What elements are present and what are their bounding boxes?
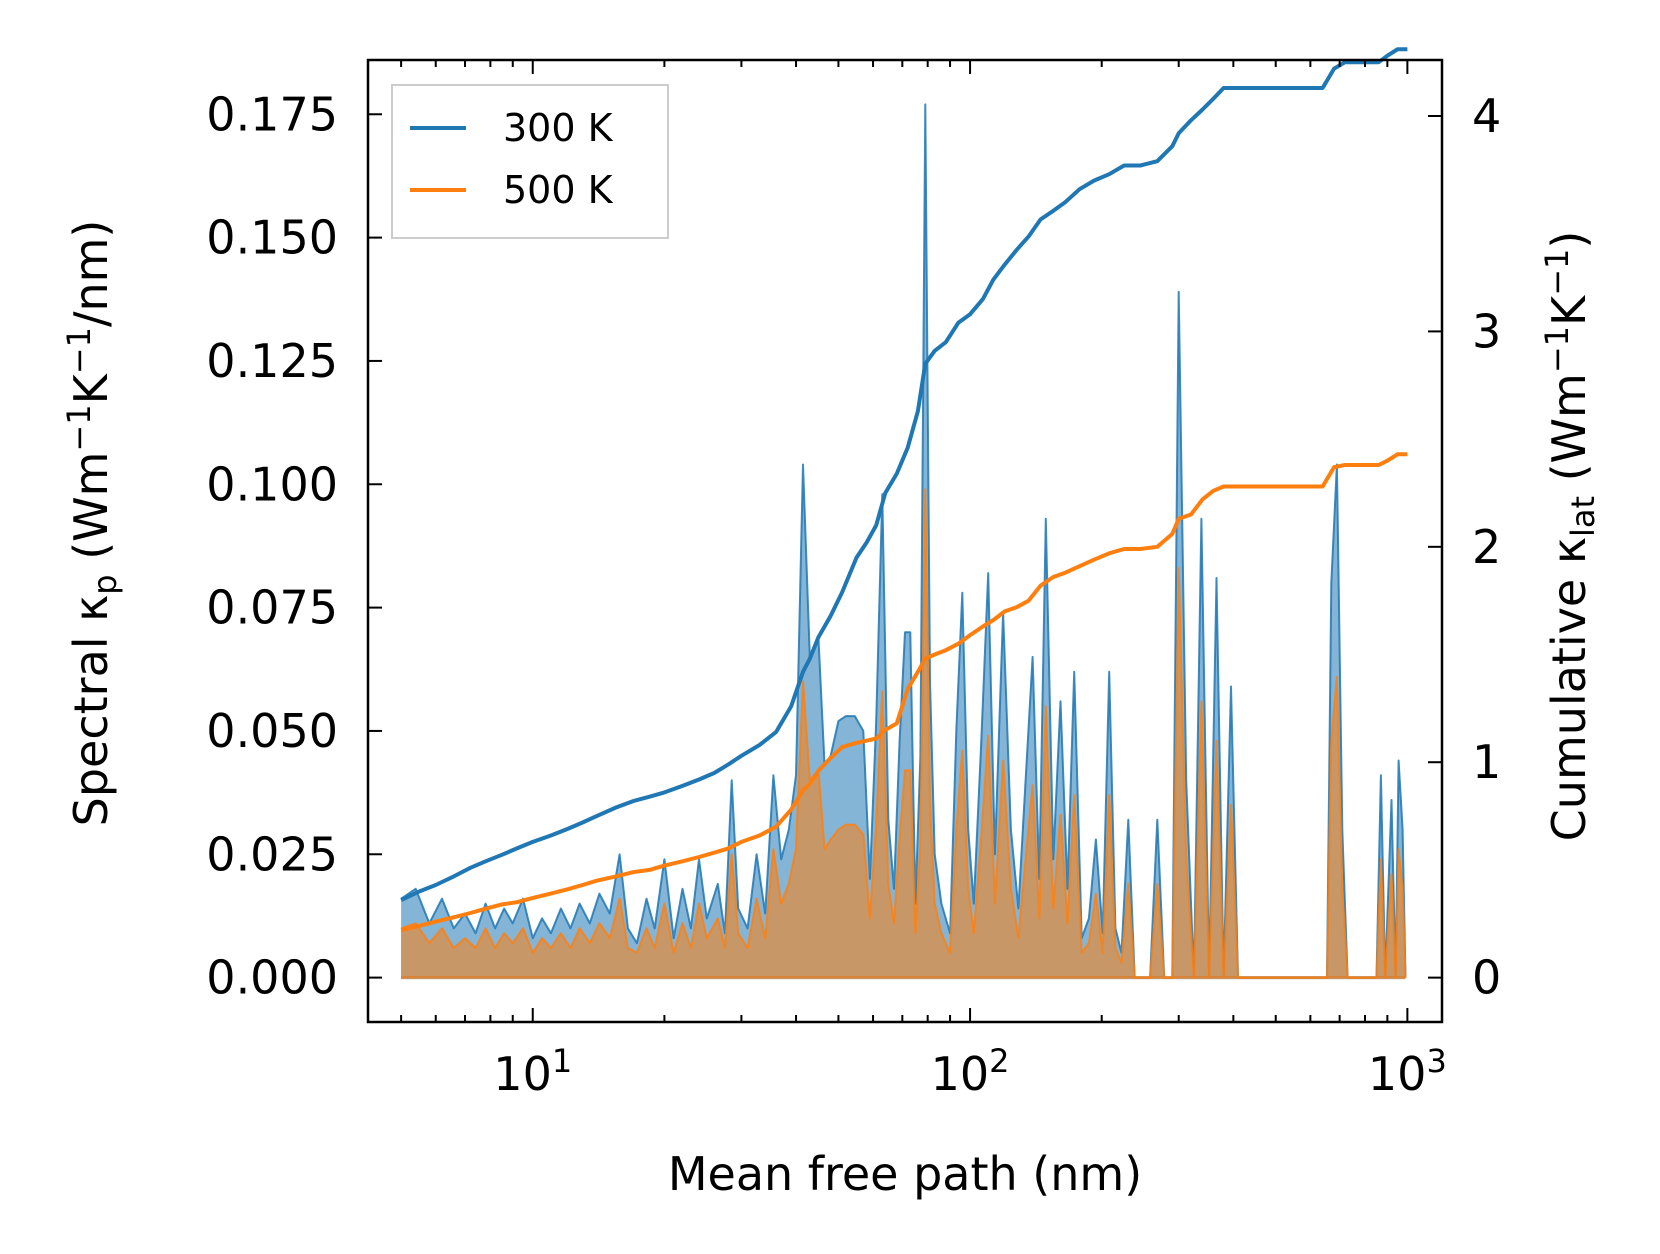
y-left-tick-label: 0.175 <box>206 87 338 141</box>
y-axis-right-title: Cumulative κlat (Wm−1K−1) <box>1538 231 1602 842</box>
y-left-title-sup1: −1 <box>60 404 98 451</box>
y-right-title-sub: lat <box>1564 496 1602 537</box>
x-tick-label-exponent: 3 <box>1426 1042 1446 1080</box>
x-tick-label-base: 10 <box>931 1047 990 1101</box>
y-left-tick-label: 0.125 <box>206 334 338 388</box>
x-tick-label-exponent: 1 <box>552 1042 572 1080</box>
legend: 300 K 500 K <box>391 84 669 239</box>
plot-area <box>400 47 1408 980</box>
y-left-title-tail: /nm) <box>64 220 118 327</box>
y-left-tick-label: 0.000 <box>206 951 338 1005</box>
y-left-tick-label: 0.150 <box>206 211 338 265</box>
cumulative-line-300k <box>400 47 1408 902</box>
legend-box <box>391 84 669 239</box>
y-axis-left-title: Spectral κp (Wm−1K−1/nm) <box>60 220 124 827</box>
y-left-tick-label: 0.075 <box>206 581 338 635</box>
x-tick-label: 101 <box>493 1042 572 1101</box>
spectral-area-500k <box>401 489 1406 978</box>
y-left-title-sup2: −1 <box>60 327 98 374</box>
spectral-line-300k <box>400 103 1407 979</box>
y-right-tick-label: 4 <box>1472 89 1501 143</box>
y-right-title-prefix: Cumulative κ <box>1542 537 1596 841</box>
y-left-title-units: (Wm <box>64 452 118 575</box>
legend-label-300k: 300 K <box>503 106 614 150</box>
legend-label-500k: 500 K <box>503 168 614 212</box>
axes-frame <box>366 58 1444 1024</box>
x-tick-label: 103 <box>1368 1042 1447 1101</box>
y-right-title-sup2: −1 <box>1538 249 1576 296</box>
y-right-tick-label: 0 <box>1472 951 1501 1005</box>
y-right-title-mid: K <box>1542 294 1596 326</box>
y-right-tick-label: 3 <box>1472 304 1501 358</box>
y-left-title-prefix: Spectral κ <box>64 595 118 827</box>
x-tick-label-base: 10 <box>1368 1047 1427 1101</box>
x-tick-label-exponent: 2 <box>989 1042 1009 1080</box>
y-left-title-mid: K <box>64 372 118 404</box>
y-left-tick-label: 0.050 <box>206 704 338 758</box>
y-right-title-tail: ) <box>1542 231 1596 249</box>
x-axis-title: Mean free path (nm) <box>668 1147 1142 1201</box>
y-right-title-units: (Wm <box>1542 373 1596 496</box>
x-tick-label: 102 <box>931 1042 1010 1101</box>
y-right-tick-label: 1 <box>1472 735 1501 789</box>
y-left-tick-label: 0.025 <box>206 827 338 881</box>
y-right-title-sup1: −1 <box>1538 326 1576 373</box>
y-left-tick-label: 0.100 <box>206 457 338 511</box>
y-right-tick-label: 2 <box>1472 520 1501 574</box>
x-tick-label-base: 10 <box>493 1047 552 1101</box>
axes: 101 102 1030.0000.0250.0500.0750.1000.1250… <box>206 58 1501 1101</box>
y-left-title-sub: p <box>86 574 124 594</box>
cumulative-line-500k <box>400 452 1408 933</box>
